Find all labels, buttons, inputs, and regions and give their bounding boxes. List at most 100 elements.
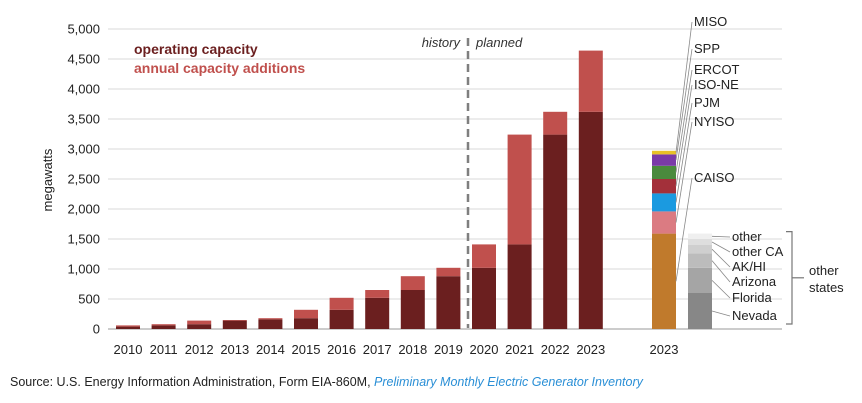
bar-operating-2013 (222, 320, 247, 329)
bar-operating-2010 (116, 326, 140, 329)
y-tick-label: 3,500 (67, 112, 100, 127)
x-tick-label: 2013 (220, 342, 249, 357)
bar-additions-2011 (151, 324, 176, 326)
other-states-label-line2: states (809, 280, 844, 295)
bar-additions-2022 (543, 111, 568, 135)
bar-operating-2019 (436, 276, 461, 329)
gridlines (108, 28, 782, 330)
bar-operating-2021 (507, 244, 532, 329)
iso-leader-line (675, 177, 693, 282)
state-leader-line (711, 241, 731, 253)
x-tick-label: 2010 (114, 342, 143, 357)
state-label: Nevada (732, 308, 778, 323)
legend-operating-capacity: operating capacity (134, 41, 258, 57)
state-leader-line (711, 235, 731, 238)
x-tick-label: 2023 (576, 342, 605, 357)
legend-annual-additions: annual capacity additions (134, 60, 305, 76)
iso-leader-line (675, 84, 693, 187)
other-states-bracket: other states (786, 231, 844, 325)
x-tick-label: 2022 (541, 342, 570, 357)
iso-label-nyiso: NYISO (694, 114, 734, 129)
bar-additions-2012 (187, 320, 212, 325)
x-tick-label: 2015 (292, 342, 321, 357)
iso-label-caiso: CAISO (694, 170, 734, 185)
bar-operating-2022 (543, 134, 568, 329)
bar-additions-2023 (578, 50, 603, 112)
bar-operating-2020 (472, 267, 496, 329)
source-prefix: Source: U.S. Energy Information Administ… (10, 375, 375, 389)
x-tick-label: 2011 (150, 342, 178, 357)
x-tick-label: 2020 (470, 342, 499, 357)
iso-label-miso: MISO (694, 14, 727, 29)
iso-leader-line (675, 21, 693, 153)
state-segment (688, 267, 712, 293)
state-leader-line (711, 310, 731, 317)
x-axis-labels: 2010 2011 2012 2013 2014 2015 2016 2017 2018 2019… (114, 342, 606, 357)
y-tick-label: 1,500 (67, 232, 100, 247)
state-segment (688, 239, 712, 245)
iso-segment-caiso (652, 233, 676, 329)
state-label: AK/HI (732, 259, 766, 274)
iso-label-iso-ne: ISO-NE (694, 77, 739, 92)
bar-operating-2016 (329, 309, 354, 329)
bar-additions-2017 (365, 290, 390, 298)
source-note: Source: U.S. Energy Information Administ… (10, 375, 643, 389)
source-publication: Preliminary Monthly Electric Generator I… (374, 375, 643, 389)
state-label: Arizona (732, 274, 777, 289)
breakdown-x-label: 2023 (650, 342, 679, 357)
bar-operating-2023 (578, 111, 603, 329)
bars (116, 50, 603, 329)
iso-segment-iso-ne (652, 179, 676, 194)
bar-additions-2019 (436, 267, 461, 277)
y-tick-label: 5,000 (67, 22, 100, 37)
state-segment (688, 233, 712, 239)
bar-additions-2010 (116, 325, 140, 327)
chart: 0 500 1,000 1,500 2,000 2,500 3,000 3,500 4,000 4… (40, 14, 844, 357)
x-tick-label: 2019 (434, 342, 463, 357)
state-label: other CA (732, 244, 784, 259)
iso-segment-spp (652, 154, 676, 166)
state-segment (688, 293, 712, 329)
y-axis-label: megawatts (40, 148, 55, 211)
iso-leader-line (675, 48, 693, 161)
bracket-shape (786, 231, 793, 325)
iso-label-spp: SPP (694, 41, 720, 56)
bar-operating-2014 (258, 319, 283, 329)
state-leader-line (711, 248, 731, 268)
bar-operating-2018 (400, 290, 425, 329)
iso-segment-miso (652, 150, 676, 155)
other-states-label-line1: other (809, 263, 839, 278)
bar-additions-2016 (329, 297, 354, 310)
y-axis: 0 500 1,000 1,500 2,000 2,500 3,000 3,500 4,000 4… (67, 22, 100, 337)
y-tick-label: 500 (78, 292, 100, 307)
y-tick-label: 2,000 (67, 202, 100, 217)
state-label: Florida (732, 290, 773, 305)
y-tick-label: 2,500 (67, 172, 100, 187)
planned-annotation: planned (475, 35, 523, 50)
state-segment (688, 245, 712, 254)
state-label: other (732, 229, 762, 244)
bar-operating-2017 (365, 297, 390, 329)
iso-leader-line (675, 69, 693, 173)
y-tick-label: 4,000 (67, 82, 100, 97)
x-tick-label: 2012 (185, 342, 214, 357)
iso-leader-line (675, 121, 693, 223)
bar-additions-2020 (472, 244, 496, 268)
y-tick-label: 3,000 (67, 142, 100, 157)
bar-operating-2011 (151, 325, 176, 329)
bar-additions-2014 (258, 318, 283, 320)
state-segment (688, 253, 712, 268)
state-leader-line (711, 260, 731, 283)
history-annotation: history (422, 35, 462, 50)
x-tick-label: 2016 (327, 342, 356, 357)
iso-segment-pjm (652, 193, 676, 212)
y-tick-label: 4,500 (67, 52, 100, 67)
iso-label-pjm: PJM (694, 95, 720, 110)
iso-segment-ercot (652, 165, 676, 179)
x-tick-label: 2018 (398, 342, 427, 357)
bar-operating-2015 (294, 318, 318, 329)
iso-label-ercot: ERCOT (694, 62, 740, 77)
iso-leader-line (675, 102, 693, 203)
bar-additions-2021 (507, 134, 532, 245)
